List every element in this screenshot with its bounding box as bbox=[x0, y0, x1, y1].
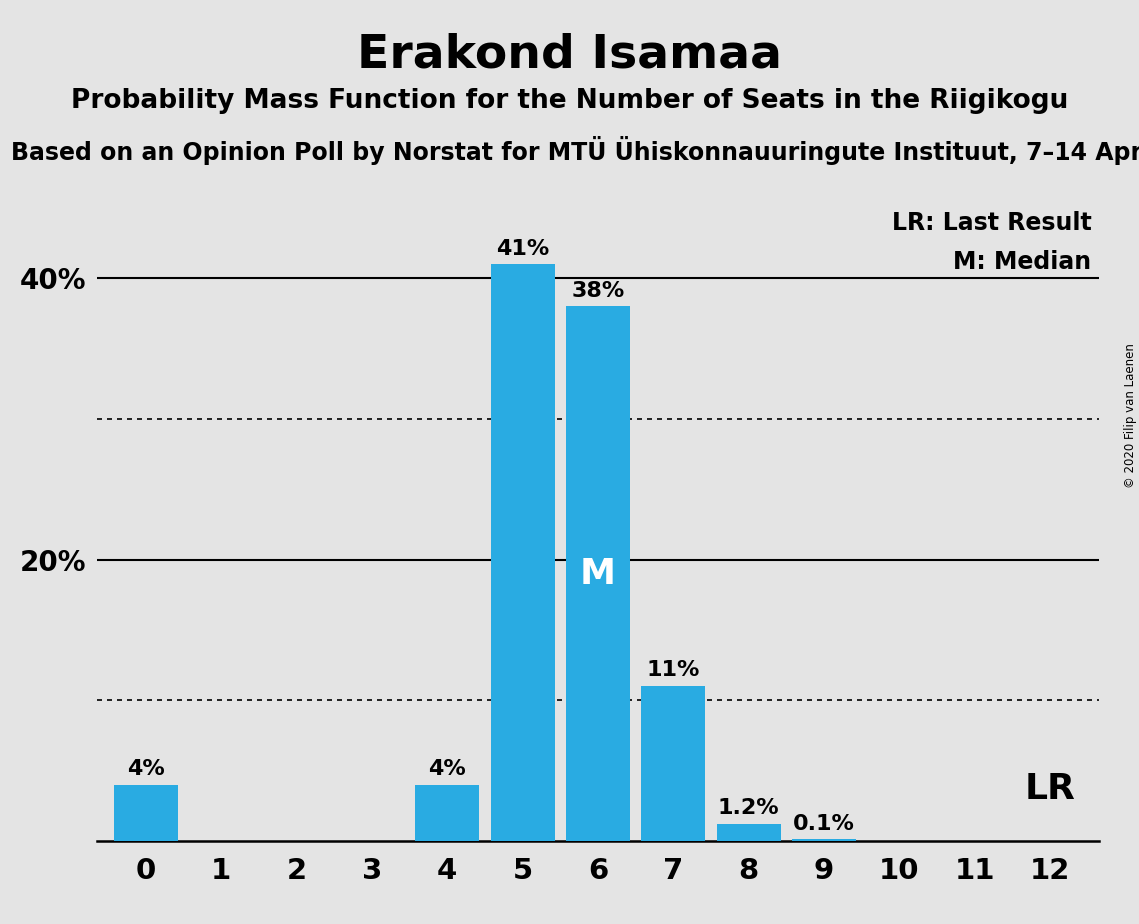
Text: 4%: 4% bbox=[428, 759, 466, 779]
Text: 0.1%: 0.1% bbox=[793, 814, 855, 833]
Text: 38%: 38% bbox=[572, 281, 624, 300]
Text: 41%: 41% bbox=[495, 238, 549, 259]
Bar bbox=[491, 264, 555, 841]
Text: LR: Last Result: LR: Last Result bbox=[892, 211, 1091, 235]
Bar bbox=[416, 784, 480, 841]
Text: LR: LR bbox=[1025, 772, 1075, 806]
Text: 1.2%: 1.2% bbox=[718, 798, 779, 819]
Text: M: Median: M: Median bbox=[953, 250, 1091, 274]
Text: Probability Mass Function for the Number of Seats in the Riigikogu: Probability Mass Function for the Number… bbox=[71, 88, 1068, 114]
Bar bbox=[716, 824, 780, 841]
Bar bbox=[114, 784, 178, 841]
Text: M: M bbox=[580, 556, 616, 590]
Bar bbox=[566, 307, 630, 841]
Text: © 2020 Filip van Laenen: © 2020 Filip van Laenen bbox=[1124, 344, 1137, 488]
Text: Based on an Opinion Poll by Norstat for MTÜ Ühiskonnauuringute Instituut, 7–14 A: Based on an Opinion Poll by Norstat for … bbox=[11, 136, 1139, 164]
Bar bbox=[792, 839, 857, 841]
Text: Erakond Isamaa: Erakond Isamaa bbox=[357, 32, 782, 78]
Bar bbox=[641, 687, 705, 841]
Text: 4%: 4% bbox=[126, 759, 165, 779]
Text: 11%: 11% bbox=[647, 661, 700, 680]
